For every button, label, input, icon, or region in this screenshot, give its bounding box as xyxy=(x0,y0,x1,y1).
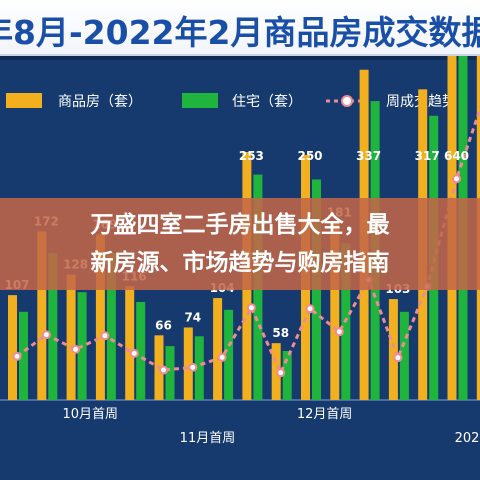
trend-point-3 xyxy=(100,331,110,341)
x-tick-label-0: 10月首周 xyxy=(62,407,118,422)
trend-point-1 xyxy=(41,330,51,340)
bar-commercial-4 xyxy=(125,286,135,400)
bar-commercial-2 xyxy=(66,274,76,400)
trend-point-7 xyxy=(217,352,227,362)
chart-title: 年8月-2022年2月商品房成交数据 xyxy=(0,13,480,52)
trend-point-15 xyxy=(452,174,461,184)
bar-residential-9 xyxy=(282,351,292,400)
headline-line-1: 万盛四室二手房出售大全，最 xyxy=(90,212,390,238)
legend-label-residential: 住宅（套） xyxy=(232,94,302,110)
x-tick-group: 10月首周 11月首周 12月首周 2022 xyxy=(62,407,480,446)
bar-residential-7 xyxy=(224,309,234,400)
data-label-10: 250 xyxy=(297,149,322,163)
data-label-9: 58 xyxy=(272,326,289,340)
data-label-12: 337 xyxy=(356,149,381,163)
trend-point-2 xyxy=(71,344,81,354)
trend-point-8 xyxy=(246,303,256,313)
data-label-5: 66 xyxy=(155,318,172,332)
bar-residential-13 xyxy=(399,311,409,400)
legend-swatch-trend-dot xyxy=(341,95,353,107)
trend-point-9 xyxy=(276,368,286,378)
data-label-8: 253 xyxy=(239,149,264,163)
bar-commercial-6 xyxy=(183,327,193,400)
bar-commercial-3 xyxy=(95,234,105,400)
bar-commercial-1 xyxy=(37,231,47,400)
legend-label-commercial: 商品房（套） xyxy=(58,94,142,110)
x-tick-label-2: 12月首周 xyxy=(297,407,353,422)
data-label-6: 74 xyxy=(184,310,201,324)
bar-commercial-9 xyxy=(271,343,281,400)
trend-point-13 xyxy=(393,353,403,363)
bar-residential-0 xyxy=(19,311,28,400)
article-headline[interactable]: 万盛四室二手房出售大全，最 新房源、市场趋势与购房指南 xyxy=(0,206,480,282)
x-tick-label-3: 2022 xyxy=(455,431,480,446)
bar-residential-6 xyxy=(194,336,204,400)
legend: 商品房（套） 住宅（套） 周成交趋势 xyxy=(6,93,456,110)
bar-commercial-0 xyxy=(8,295,17,400)
bar-residential-4 xyxy=(136,302,146,400)
trend-line xyxy=(16,104,480,377)
bar-commercial-7 xyxy=(213,298,223,400)
trend-point-6 xyxy=(188,362,198,372)
data-label-14: 317 xyxy=(415,149,440,163)
data-label-15: 640 xyxy=(444,149,469,163)
trend-point-4 xyxy=(129,348,139,358)
article-headline-banner[interactable]: 万盛四室二手房出售大全，最 新房源、市场趋势与购房指南 xyxy=(0,198,480,290)
bar-commercial-11 xyxy=(330,222,340,400)
legend-swatch-commercial xyxy=(6,93,42,108)
bar-residential-3 xyxy=(106,253,116,400)
bar-commercial-13 xyxy=(388,299,398,400)
trend-point-11 xyxy=(334,327,344,337)
trend-point-5 xyxy=(159,365,168,375)
legend-swatch-residential xyxy=(182,93,218,108)
headline-line-2: 新房源、市场趋势与购房指南 xyxy=(90,250,390,276)
bar-residential-5 xyxy=(165,346,175,400)
x-tick-label-1: 11月首周 xyxy=(180,431,236,446)
title-band: 年8月-2022年2月商品房成交数据 xyxy=(0,0,480,56)
bar-residential-1 xyxy=(48,253,58,400)
trend-point-10 xyxy=(305,304,315,314)
trend-point-0 xyxy=(12,351,22,361)
